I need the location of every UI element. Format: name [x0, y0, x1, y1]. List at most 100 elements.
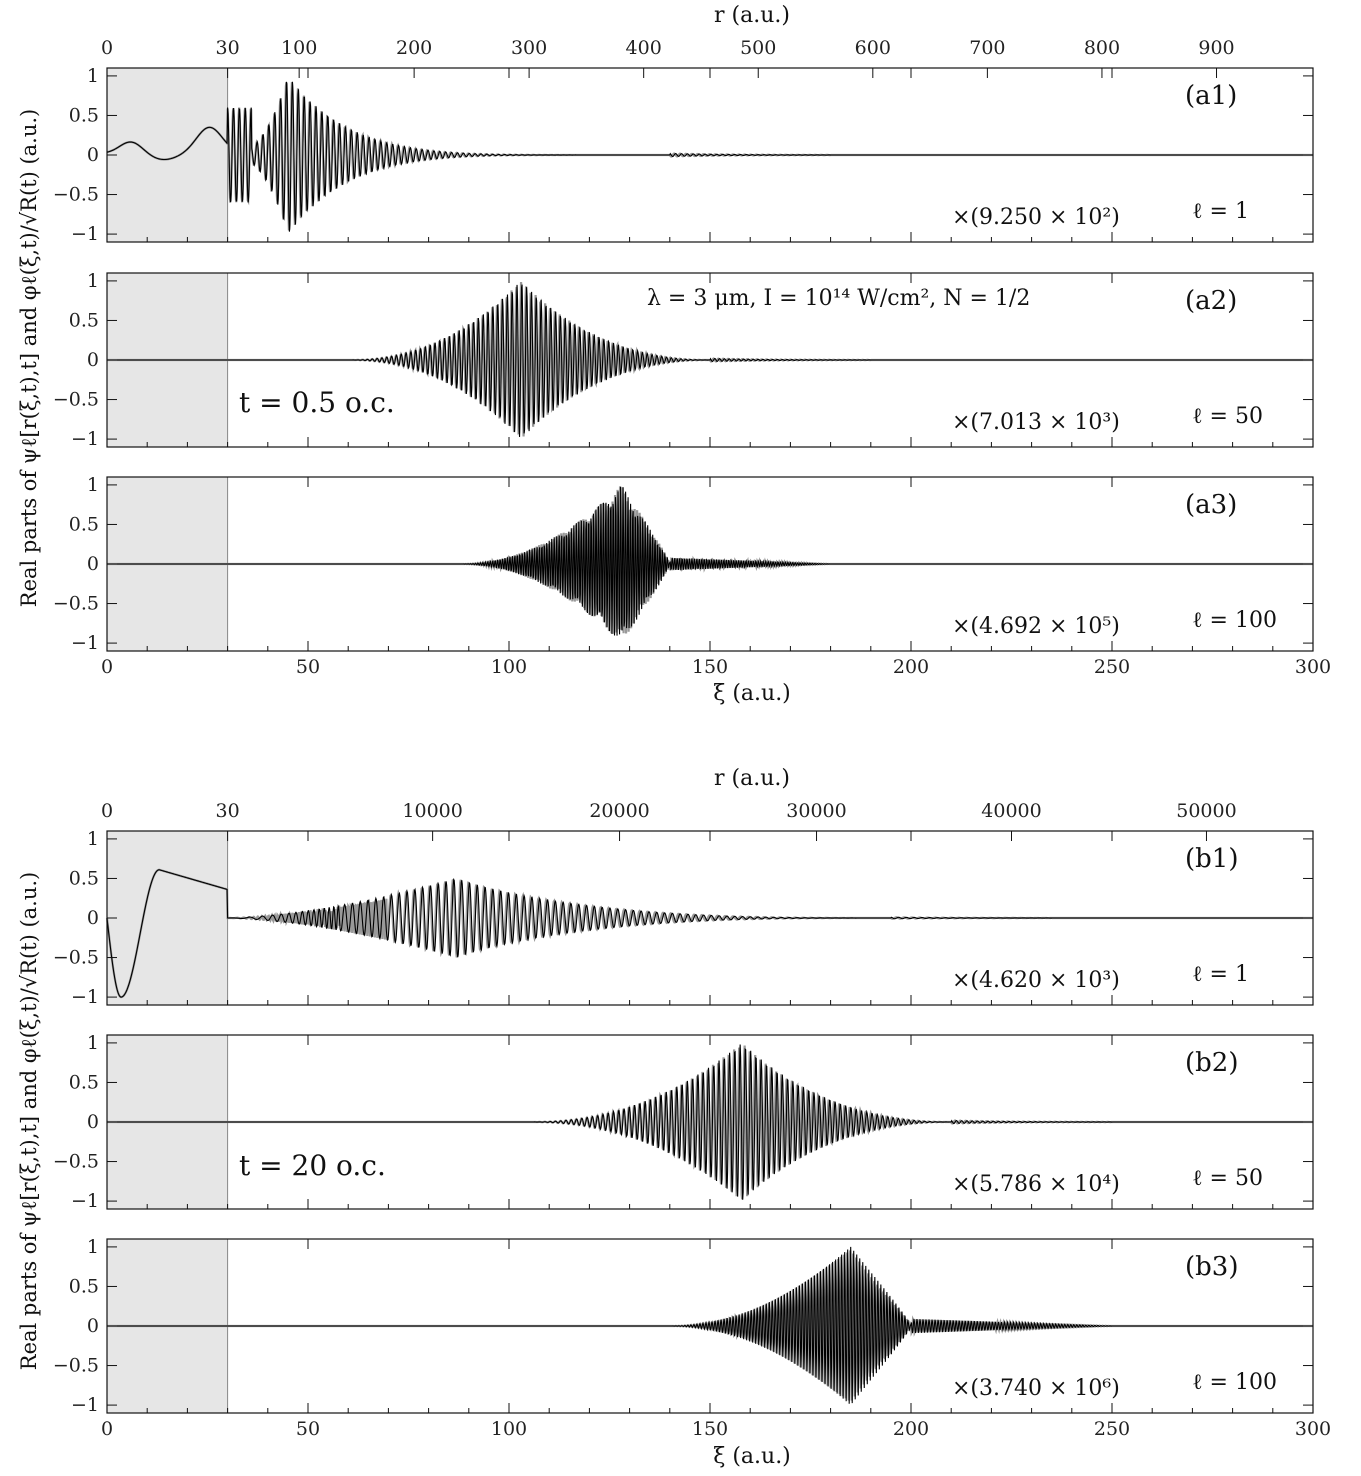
shaded-region	[107, 831, 228, 1005]
series-psi-a3	[107, 486, 1313, 634]
panel-b2: 1 0.5 0 −0.5 −1 (b2) ×(5.786 × 10⁴) ℓ = 50	[53, 1032, 1314, 1212]
y-tick-label: 0	[87, 553, 99, 575]
series-phi-b2	[107, 1044, 1313, 1200]
scale-factor: ×(4.620 × 10³)	[952, 968, 1120, 993]
y-tick-label: −0.5	[53, 1151, 99, 1173]
scale-factor: ×(5.786 × 10⁴)	[952, 1172, 1120, 1197]
y-tick-label: 1	[87, 828, 99, 850]
top-tick-label: 500	[740, 37, 776, 59]
shaded-region	[107, 68, 228, 242]
top-tick-label: 20000	[589, 800, 649, 822]
x-tick-label: 300	[1295, 656, 1331, 678]
top-tick-label: 30	[216, 800, 240, 822]
x-tick-label: 300	[1295, 1418, 1331, 1440]
top-tick-label: 300	[511, 37, 547, 59]
x-tick-label: 150	[692, 656, 728, 678]
panel-a3: 1 0.5 0 −0.5 −1 (a3) ×(4.692 × 10⁵) ℓ = 100 0 50 1…	[53, 474, 1331, 678]
x-tick-label: 250	[1094, 1418, 1130, 1440]
y-tick-label: 0	[87, 144, 99, 166]
y-tick-label: 0.5	[69, 1071, 99, 1093]
panel-b1: 1 0.5 0 −0.5 −1 (b1) ×(4.620 × 10³) ℓ = 1	[53, 828, 1314, 1008]
series-phi-b3	[107, 1246, 1313, 1404]
x-tick-label: 250	[1094, 656, 1130, 678]
panel-label: (b1)	[1185, 844, 1238, 874]
top-tick-label: 10000	[402, 800, 462, 822]
x-tick-label: 100	[491, 656, 527, 678]
top-tick-label: 30000	[786, 800, 846, 822]
y-tick-label: 1	[87, 65, 99, 87]
x-tick-label: 200	[893, 656, 929, 678]
x-tick-label: 50	[296, 1418, 320, 1440]
y-axis-label-b: Real parts of ψℓ[r(ξ,t),t] and φℓ(ξ,t)/√…	[17, 872, 41, 1370]
x-tick-label: 0	[101, 1418, 113, 1440]
scale-factor: ×(7.013 × 10³)	[952, 410, 1120, 435]
y-tick-label: 0	[87, 907, 99, 929]
y-tick-label: 1	[87, 1032, 99, 1054]
y-tick-label: 1	[87, 474, 99, 496]
y-tick-label: −1	[71, 1190, 99, 1212]
y-tick-label: −0.5	[53, 389, 99, 411]
top-tick-label: 0	[101, 37, 113, 59]
parameter-annotation: λ = 3 μm, I = 10¹⁴ W/cm², N = 1/2	[647, 286, 1030, 311]
top-tick-label: 800	[1084, 37, 1120, 59]
series-phi-b1	[106, 869, 1313, 998]
scale-factor: ×(4.692 × 10⁵)	[952, 614, 1120, 639]
x-tick-label: 150	[692, 1418, 728, 1440]
y-tick-label: −0.5	[53, 1355, 99, 1377]
top-tick-label: 400	[626, 37, 662, 59]
x-axis-label: ξ (a.u.)	[713, 681, 791, 706]
y-tick-label: −0.5	[53, 593, 99, 615]
top-tick-label: 700	[969, 37, 1005, 59]
top-tick-label: 200	[396, 37, 432, 59]
y-tick-label: −0.5	[53, 947, 99, 969]
panel-a1: 1 0.5 0 −0.5 −1 (a1) ×(9.250 × 10²) ℓ = 1	[53, 65, 1314, 245]
y-tick-label: 0.5	[69, 513, 99, 535]
top-axis-label: r (a.u.)	[714, 3, 790, 28]
scale-factor: ×(3.740 × 10⁶)	[952, 1376, 1120, 1401]
ell-label: ℓ = 50	[1192, 404, 1263, 429]
ell-label: ℓ = 50	[1192, 1166, 1263, 1191]
series-phi-a3	[107, 486, 1313, 636]
y-tick-label: 0.5	[69, 309, 99, 331]
ell-label: ℓ = 1	[1192, 962, 1249, 987]
panel-label: (b2)	[1185, 1048, 1238, 1078]
y-axis-label-a: Real parts of ψℓ[r(ξ,t),t] and φℓ(ξ,t)/√…	[17, 109, 41, 607]
panel-b3: 1 0.5 0 −0.5 −1 (b3) ×(3.740 × 10⁶) ℓ = 100 0 50 1…	[53, 1236, 1331, 1440]
time-label: t = 0.5 o.c.	[239, 386, 395, 419]
y-tick-label: 0	[87, 1315, 99, 1337]
top-tick-label: 900	[1198, 37, 1234, 59]
x-tick-label: 100	[491, 1418, 527, 1440]
y-tick-label: 0	[87, 1111, 99, 1133]
y-tick-label: −1	[71, 223, 99, 245]
scale-factor: ×(9.250 × 10²)	[952, 205, 1120, 230]
top-tick-label: 600	[855, 37, 891, 59]
panel-label: (a2)	[1185, 286, 1237, 316]
x-tick-label: 50	[296, 656, 320, 678]
time-label: t = 20 o.c.	[239, 1149, 386, 1182]
y-tick-label: −1	[71, 1394, 99, 1416]
y-tick-label: −1	[71, 632, 99, 654]
y-tick-label: 0.5	[69, 867, 99, 889]
panel-label: (a3)	[1185, 490, 1237, 520]
top-tick-label: 100	[281, 37, 317, 59]
y-tick-label: 0	[87, 349, 99, 371]
y-tick-label: 0.5	[69, 1275, 99, 1297]
ell-label: ℓ = 100	[1192, 1370, 1277, 1395]
ell-label: ℓ = 100	[1192, 608, 1277, 633]
x-tick-label: 0	[101, 656, 113, 678]
top-tick-label: 30	[216, 37, 240, 59]
y-tick-label: 1	[87, 1236, 99, 1258]
top-tick-label: 0	[101, 800, 113, 822]
top-tick-label: 40000	[981, 800, 1041, 822]
y-tick-label: −0.5	[53, 184, 99, 206]
ell-label: ℓ = 1	[1192, 199, 1249, 224]
top-axis-label: r (a.u.)	[714, 766, 790, 791]
top-tick-label: 50000	[1176, 800, 1236, 822]
panel-a2: 1 0.5 0 −0.5 −1 (a2) ×(7.013 × 10³) ℓ = 50	[53, 270, 1314, 450]
series-psi-b1	[105, 868, 1313, 999]
panel-label: (b3)	[1185, 1252, 1238, 1282]
series-phi-a1	[106, 81, 1313, 232]
y-tick-label: −1	[71, 428, 99, 450]
y-tick-label: −1	[71, 986, 99, 1008]
